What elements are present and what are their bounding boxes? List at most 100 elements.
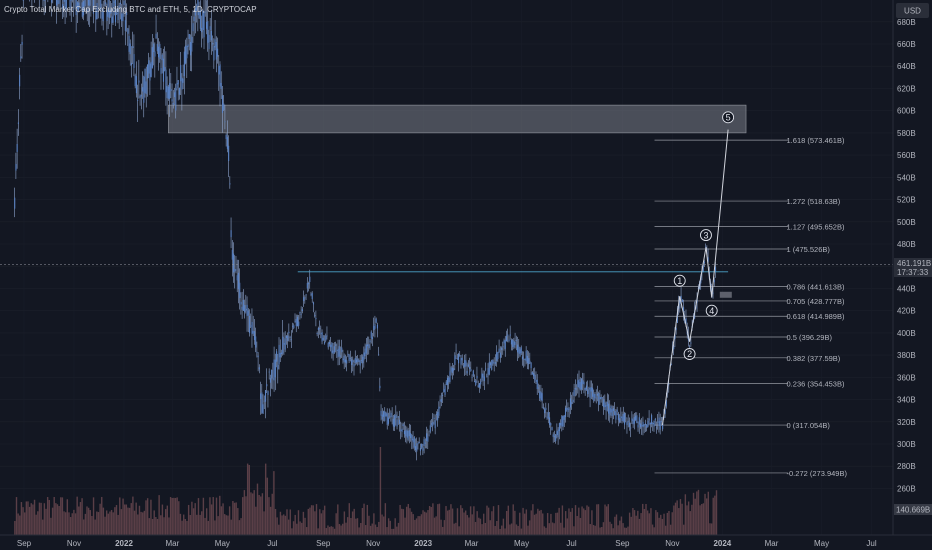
volume-bar bbox=[69, 517, 72, 535]
volume-bar bbox=[594, 525, 596, 535]
candle-body bbox=[458, 354, 460, 364]
x-tick-label: Sep bbox=[615, 539, 630, 548]
volume-bar bbox=[686, 505, 688, 535]
volume-bar bbox=[642, 503, 644, 535]
candle-body bbox=[256, 351, 258, 353]
volume-bar bbox=[38, 502, 41, 535]
candle-body bbox=[310, 293, 312, 295]
volume-bar bbox=[17, 513, 19, 535]
candle-body bbox=[116, 13, 118, 15]
volume-bar bbox=[581, 506, 583, 535]
volume-bar bbox=[381, 514, 383, 535]
volume-bar bbox=[620, 516, 623, 535]
volume-bar bbox=[540, 509, 542, 535]
volume-bar bbox=[119, 497, 121, 535]
volume-bar bbox=[478, 517, 480, 535]
candle-body bbox=[410, 433, 412, 439]
volume-bar bbox=[528, 520, 531, 535]
candle-body bbox=[655, 427, 658, 429]
volume-bar bbox=[663, 513, 665, 535]
volume-bar bbox=[350, 518, 352, 535]
candle-body bbox=[401, 428, 403, 432]
candle-body bbox=[21, 41, 23, 45]
volume-bar bbox=[407, 503, 410, 535]
volume-bar bbox=[250, 492, 252, 535]
candle-body bbox=[374, 323, 376, 329]
volume-bar bbox=[269, 506, 272, 535]
volume-bar bbox=[210, 504, 213, 535]
candle-body bbox=[524, 358, 526, 360]
volume-bar bbox=[558, 507, 560, 535]
candle-body bbox=[164, 67, 166, 71]
volume-bar bbox=[399, 504, 401, 535]
volume-bar bbox=[561, 505, 564, 535]
candle-body bbox=[289, 336, 291, 339]
candle-body bbox=[153, 43, 155, 53]
candle-body bbox=[643, 424, 645, 427]
volume-bar bbox=[78, 506, 80, 535]
wave-label: 2 bbox=[687, 349, 692, 359]
candle-body bbox=[471, 377, 473, 378]
volume-bar bbox=[601, 526, 603, 535]
volume-bar bbox=[292, 521, 295, 535]
candle-body bbox=[620, 416, 622, 418]
volume-bar bbox=[102, 507, 105, 535]
candle-body bbox=[320, 333, 322, 335]
volume-bar bbox=[133, 510, 136, 535]
candle-body bbox=[385, 412, 387, 417]
volume-bar bbox=[312, 505, 314, 535]
volume-bar bbox=[458, 526, 460, 535]
volume-bar bbox=[87, 507, 90, 535]
candle-body bbox=[535, 379, 537, 382]
volume-bar bbox=[40, 502, 42, 535]
y-tick-label: 360B bbox=[897, 373, 916, 382]
volume-bar bbox=[291, 528, 293, 535]
price-candles bbox=[14, 0, 717, 461]
volume-bar bbox=[543, 526, 546, 535]
volume-bar bbox=[117, 514, 119, 535]
candle-body bbox=[134, 75, 136, 87]
volume-bar bbox=[646, 510, 649, 535]
time-axis[interactable] bbox=[0, 535, 932, 550]
candle-body bbox=[499, 352, 501, 358]
volume-bar bbox=[640, 513, 642, 535]
candle-body bbox=[198, 11, 200, 19]
candle-body bbox=[573, 390, 575, 396]
volume-bar bbox=[412, 514, 414, 535]
candle-body bbox=[258, 367, 260, 370]
volume-bar bbox=[45, 508, 47, 535]
volume-bar bbox=[186, 520, 188, 535]
volume-bar bbox=[243, 490, 246, 535]
fib-label: 1 (475.526B) bbox=[787, 245, 831, 254]
candle-body bbox=[280, 352, 283, 355]
y-tick-label: 620B bbox=[897, 84, 916, 93]
candle-body bbox=[161, 54, 163, 61]
volume-bar bbox=[499, 528, 501, 535]
candle-body bbox=[380, 410, 382, 416]
volume-bar bbox=[673, 505, 675, 535]
volume-bar bbox=[251, 493, 254, 535]
candle-body bbox=[632, 419, 634, 425]
volume-bar bbox=[324, 505, 326, 535]
volume-bar bbox=[73, 509, 75, 535]
candle-body bbox=[421, 443, 423, 448]
candle-body bbox=[241, 306, 243, 310]
volume-bar bbox=[630, 516, 632, 535]
volume-bar bbox=[604, 504, 606, 535]
volume-bar bbox=[602, 522, 605, 535]
volume-bar bbox=[276, 517, 278, 535]
currency-button[interactable]: USD bbox=[896, 3, 929, 18]
candle-body bbox=[571, 402, 573, 405]
volume-bar bbox=[409, 508, 411, 535]
volume-bar bbox=[696, 491, 698, 535]
volume-bar bbox=[61, 497, 64, 535]
candle-body bbox=[492, 360, 494, 364]
y-tick-label: 520B bbox=[897, 196, 916, 205]
candle-body bbox=[406, 429, 408, 438]
candle-body bbox=[448, 377, 450, 383]
candle-body bbox=[375, 318, 377, 323]
volume-bar bbox=[384, 503, 387, 535]
candle-body bbox=[249, 315, 251, 333]
x-tick-label: Mar bbox=[765, 539, 779, 548]
